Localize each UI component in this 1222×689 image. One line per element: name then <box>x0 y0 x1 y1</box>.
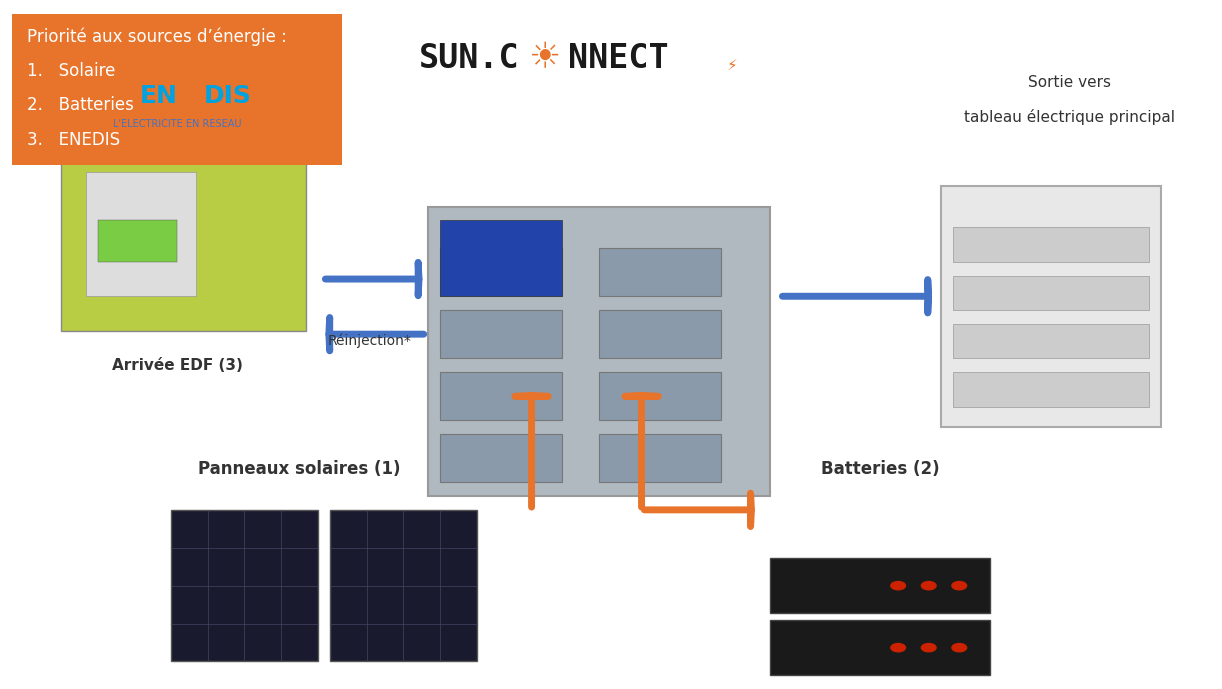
FancyBboxPatch shape <box>770 620 990 675</box>
FancyBboxPatch shape <box>98 220 177 262</box>
Text: DIS: DIS <box>204 85 252 108</box>
Text: tableau électrique principal: tableau électrique principal <box>964 109 1174 125</box>
Text: EN: EN <box>139 85 177 108</box>
FancyBboxPatch shape <box>12 14 342 165</box>
FancyBboxPatch shape <box>428 207 770 496</box>
FancyBboxPatch shape <box>440 248 562 296</box>
Circle shape <box>952 582 967 590</box>
FancyBboxPatch shape <box>61 124 306 331</box>
Text: Panneaux solaires (1): Panneaux solaires (1) <box>198 460 401 477</box>
Text: ☀: ☀ <box>528 41 560 76</box>
Text: NNECT: NNECT <box>568 42 668 75</box>
Circle shape <box>952 644 967 652</box>
Text: Réinjection*: Réinjection* <box>327 333 412 349</box>
Text: L'ELECTRICITE EN RESEAU: L'ELECTRICITE EN RESEAU <box>112 119 242 129</box>
FancyBboxPatch shape <box>171 510 318 661</box>
FancyBboxPatch shape <box>953 372 1149 407</box>
FancyBboxPatch shape <box>440 310 562 358</box>
FancyBboxPatch shape <box>599 310 721 358</box>
Circle shape <box>891 582 906 590</box>
FancyBboxPatch shape <box>941 186 1161 427</box>
Circle shape <box>921 582 936 590</box>
Text: Arrivée EDF (3): Arrivée EDF (3) <box>111 358 243 373</box>
FancyBboxPatch shape <box>953 324 1149 358</box>
Text: 3.   ENEDIS: 3. ENEDIS <box>27 131 120 149</box>
Text: ⚡: ⚡ <box>727 58 738 73</box>
FancyBboxPatch shape <box>330 510 477 661</box>
FancyBboxPatch shape <box>599 372 721 420</box>
FancyBboxPatch shape <box>440 434 562 482</box>
Circle shape <box>891 644 906 652</box>
Text: Sortie vers: Sortie vers <box>1028 75 1111 90</box>
Text: 2.   Batteries: 2. Batteries <box>27 96 133 114</box>
FancyBboxPatch shape <box>953 227 1149 262</box>
Text: Priorité aux sources d’énergie :: Priorité aux sources d’énergie : <box>27 28 287 46</box>
FancyBboxPatch shape <box>770 558 990 613</box>
FancyBboxPatch shape <box>440 372 562 420</box>
FancyBboxPatch shape <box>599 434 721 482</box>
FancyBboxPatch shape <box>86 172 196 296</box>
Circle shape <box>921 644 936 652</box>
FancyBboxPatch shape <box>599 248 721 296</box>
Text: ε: ε <box>181 83 197 110</box>
FancyBboxPatch shape <box>440 220 562 296</box>
Text: 1.   Solaire: 1. Solaire <box>27 62 115 80</box>
Text: SUN.C: SUN.C <box>419 42 519 75</box>
FancyBboxPatch shape <box>953 276 1149 310</box>
Text: Batteries (2): Batteries (2) <box>820 460 940 477</box>
